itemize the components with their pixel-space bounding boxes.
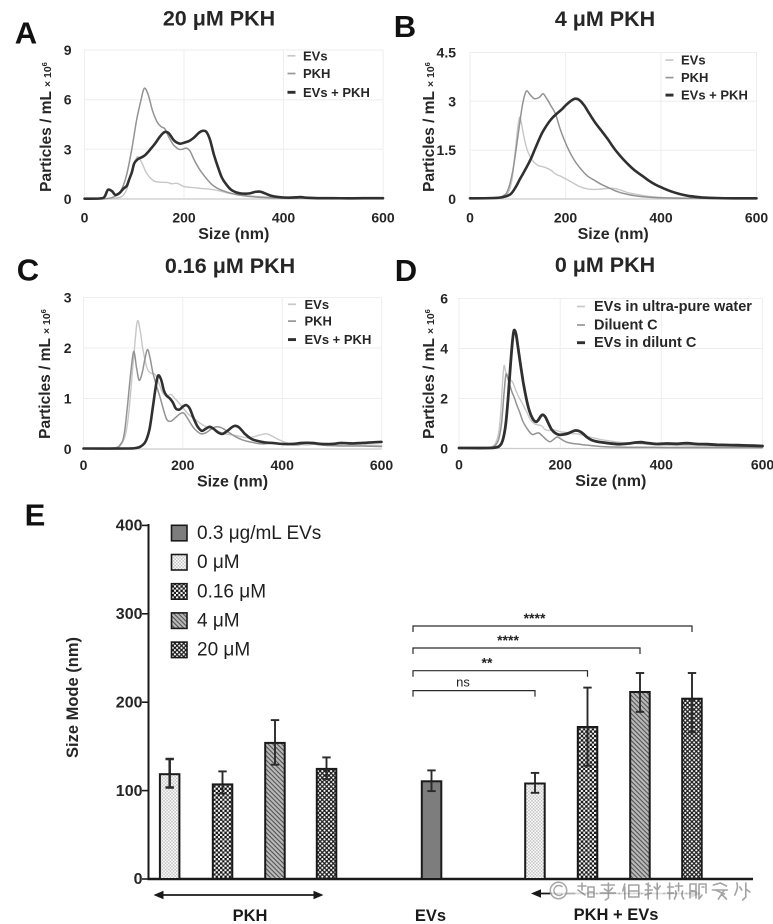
svg-text:1.5: 1.5 [437, 142, 457, 158]
svg-text:PKH: PKH [303, 66, 330, 81]
svg-text:0.16 μM PKH: 0.16 μM PKH [165, 254, 295, 278]
svg-text:200: 200 [549, 457, 573, 473]
svg-text:200: 200 [172, 210, 196, 226]
svg-text:Particles / mL × 106: Particles / mL × 106 [421, 309, 438, 439]
svg-text:Size (nm): Size (nm) [198, 226, 269, 243]
svg-text:PKH: PKH [681, 70, 708, 85]
svg-text:0: 0 [64, 191, 72, 207]
svg-text:EVs in ultra-pure water: EVs in ultra-pure water [594, 299, 752, 315]
svg-text:3: 3 [448, 93, 456, 109]
svg-text:0 μM PKH: 0 μM PKH [555, 253, 655, 277]
svg-text:Size (nm): Size (nm) [578, 226, 649, 243]
svg-text:0.16 μM: 0.16 μM [197, 581, 266, 602]
svg-text:EVs + PKH: EVs + PKH [681, 88, 748, 103]
svg-text:200: 200 [171, 457, 195, 473]
svg-text:3: 3 [64, 141, 72, 157]
svg-text:3: 3 [64, 290, 72, 306]
svg-text:Particles / mL × 106: Particles / mL × 106 [38, 62, 55, 192]
svg-text:0: 0 [455, 457, 463, 473]
svg-text:E: E [25, 498, 46, 533]
svg-text:600: 600 [370, 457, 394, 473]
svg-text:600: 600 [745, 210, 769, 226]
svg-text:400: 400 [649, 210, 673, 226]
svg-text:20 μM: 20 μM [197, 640, 250, 661]
svg-text:0: 0 [80, 457, 88, 473]
svg-text:Particles / mL × 106: Particles / mL × 106 [421, 62, 438, 192]
svg-text:2: 2 [64, 340, 72, 356]
svg-text:**: ** [482, 655, 493, 671]
svg-text:6: 6 [64, 92, 72, 108]
svg-text:400: 400 [116, 518, 143, 535]
svg-text:C: C [17, 253, 39, 288]
svg-text:A: A [15, 16, 37, 51]
svg-text:Size Mode (nm): Size Mode (nm) [64, 637, 82, 758]
svg-text:****: **** [524, 610, 546, 626]
svg-text:Particles / mL × 106: Particles / mL × 106 [37, 309, 54, 439]
svg-text:400: 400 [272, 210, 296, 226]
svg-text:6: 6 [440, 291, 448, 307]
svg-text:PKH: PKH [233, 907, 268, 924]
svg-text:ns: ns [456, 675, 470, 690]
svg-text:Size (nm): Size (nm) [575, 473, 646, 490]
svg-text:0.3 μg/mL EVs: 0.3 μg/mL EVs [197, 523, 321, 544]
svg-text:0: 0 [440, 441, 448, 457]
svg-text:200: 200 [554, 210, 578, 226]
svg-text:0: 0 [81, 210, 89, 226]
svg-text:EVs + PKH: EVs + PKH [305, 332, 372, 347]
svg-text:0 μM: 0 μM [197, 552, 240, 573]
svg-text:400: 400 [650, 457, 674, 473]
svg-text:Diluent C: Diluent C [594, 318, 658, 334]
svg-text:Size (nm): Size (nm) [197, 474, 268, 491]
svg-text:EVs: EVs [681, 53, 706, 68]
svg-text:400: 400 [271, 457, 295, 473]
svg-text:100: 100 [116, 783, 143, 800]
svg-text:1: 1 [64, 391, 72, 407]
svg-text:2: 2 [440, 391, 448, 407]
svg-text:EVs: EVs [303, 48, 328, 63]
svg-text:600: 600 [751, 457, 773, 473]
svg-text:0: 0 [134, 871, 143, 888]
svg-text:600: 600 [371, 210, 395, 226]
svg-text:200: 200 [116, 694, 143, 711]
svg-text:20 μM PKH: 20 μM PKH [163, 7, 275, 31]
svg-text:EVs: EVs [415, 907, 446, 924]
svg-text:4 μM PKH: 4 μM PKH [555, 7, 655, 31]
svg-text:4.5: 4.5 [437, 45, 457, 61]
svg-text:4 μM: 4 μM [197, 611, 240, 632]
svg-text:EVs: EVs [305, 297, 330, 312]
svg-text:PKH + EVs: PKH + EVs [574, 906, 659, 924]
svg-text:0: 0 [466, 210, 474, 226]
svg-text:0: 0 [448, 191, 456, 207]
svg-text:EVs + PKH: EVs + PKH [303, 85, 370, 100]
svg-text:4: 4 [440, 341, 448, 357]
svg-text:PKH: PKH [305, 314, 332, 329]
svg-text:300: 300 [116, 606, 143, 623]
svg-text:9: 9 [64, 42, 72, 58]
svg-text:EVs in dilunt C: EVs in dilunt C [594, 335, 697, 351]
svg-text:D: D [395, 253, 417, 288]
svg-text:****: **** [497, 632, 519, 648]
svg-text:B: B [394, 9, 416, 44]
svg-text:0: 0 [64, 441, 72, 457]
